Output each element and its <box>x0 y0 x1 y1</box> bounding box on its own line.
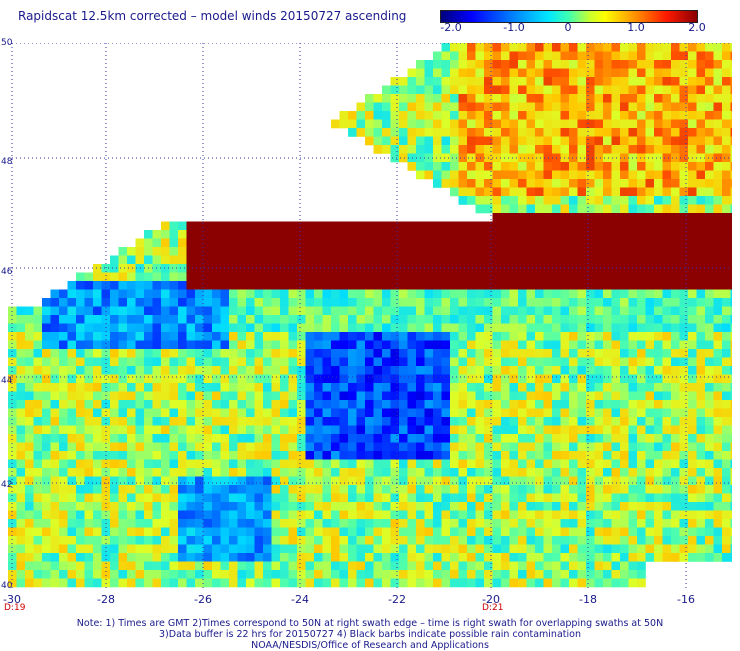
wind-difference-map <box>8 43 732 589</box>
colorbar-label: 2.0 <box>688 21 706 34</box>
lon-label: -16 <box>677 593 695 606</box>
time-label: D:19 <box>4 603 26 613</box>
colorbar-label: -1.0 <box>503 21 525 34</box>
lat-label: 46 <box>1 267 13 277</box>
lat-label: 40 <box>1 581 13 591</box>
lat-label: 42 <box>1 480 13 490</box>
note-line: NOAA/NESDIS/Office of Research and Appli… <box>251 640 489 651</box>
colorbar-label: -2.0 <box>440 21 462 34</box>
note-line: Note: 1) Times are GMT 2)Times correspon… <box>76 618 664 629</box>
lon-label: -26 <box>194 593 212 606</box>
lat-label: 50 <box>1 38 13 48</box>
lon-label: -18 <box>579 593 597 606</box>
lat-label: 44 <box>1 376 13 386</box>
lon-label: -22 <box>388 593 406 606</box>
lat-label: 48 <box>1 157 13 167</box>
colorbar-label: 1.0 <box>627 21 645 34</box>
lon-label: -20 <box>482 593 500 606</box>
note-line: 3)Data buffer is 22 hrs for 20150727 4) … <box>159 629 581 640</box>
map-title: Rapidscat 12.5km corrected – model winds… <box>18 9 407 23</box>
time-label: D:21 <box>482 603 504 613</box>
colorbar-label: 0 <box>564 21 572 34</box>
lon-label: -30 <box>3 593 21 606</box>
lon-label: -28 <box>97 593 115 606</box>
colorbar <box>440 10 698 23</box>
lon-label: -24 <box>291 593 309 606</box>
